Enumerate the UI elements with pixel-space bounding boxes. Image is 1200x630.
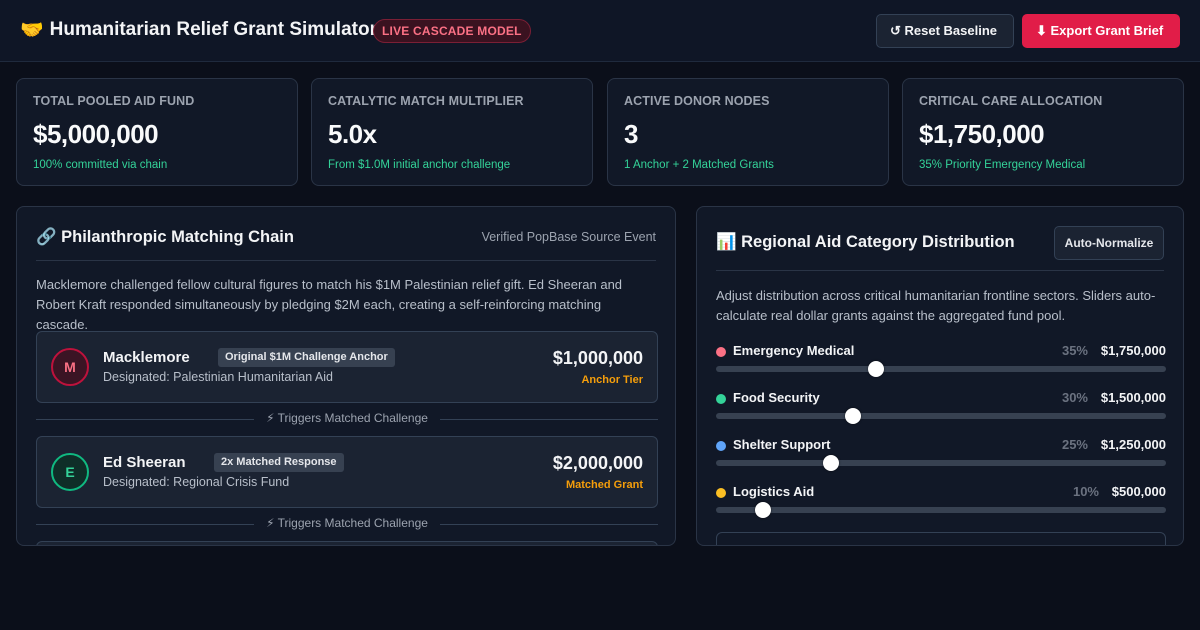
donor-designation: Designated: Palestinian Humanitarian Aid bbox=[103, 370, 333, 384]
avatar: E bbox=[51, 453, 89, 491]
handshake-icon: 🤝 bbox=[20, 20, 44, 41]
category-percent: 25% bbox=[1061, 437, 1088, 452]
panel-title: 🔗 Philanthropic Matching Chain bbox=[36, 228, 294, 246]
slider-track[interactable] bbox=[716, 460, 1166, 466]
category-name: Food Security bbox=[733, 390, 820, 405]
trigger-divider: ⚡ Triggers Matched Challenge bbox=[36, 516, 658, 532]
allocation-emergency-medical: Emergency Medical 35% $1,750,000 bbox=[716, 343, 1166, 383]
slider-thumb[interactable] bbox=[755, 502, 772, 518]
top-bar: 🤝 Humanitarian Relief Grant Simulator LI… bbox=[0, 0, 1200, 62]
allocation-summary-box bbox=[716, 532, 1166, 545]
donor-card-partial[interactable] bbox=[36, 541, 658, 545]
live-badge: LIVE CASCADE MODEL bbox=[373, 19, 531, 43]
slider-thumb[interactable] bbox=[822, 455, 839, 471]
stat-card-donor-nodes: Active Donor Nodes 3 1 Anchor + 2 Matche… bbox=[607, 78, 889, 186]
slider-thumb[interactable] bbox=[867, 361, 884, 377]
donor-card-macklemore[interactable]: M Macklemore Original $1M Challenge Anch… bbox=[36, 331, 658, 403]
export-grant-brief-button[interactable]: ⬇ Export Grant Brief bbox=[1022, 14, 1180, 48]
category-dot bbox=[716, 347, 726, 357]
donor-tier: Matched Grant bbox=[565, 479, 643, 491]
chain-description: Macklemore challenged fellow cultural fi… bbox=[36, 277, 623, 332]
stat-card-total-fund: Total Pooled Aid Fund $5,000,000 100% co… bbox=[16, 78, 298, 186]
divider-line bbox=[440, 419, 658, 420]
allocation-food-security: Food Security 30% $1,500,000 bbox=[716, 390, 1166, 430]
category-dot bbox=[716, 441, 726, 451]
category-amount: $1,250,000 bbox=[1100, 437, 1166, 452]
divider-line bbox=[440, 524, 658, 525]
stat-value: $5,000,000 bbox=[33, 119, 159, 149]
donor-card-ed-sheeran[interactable]: E Ed Sheeran 2x Matched Response Designa… bbox=[36, 436, 658, 508]
donor-amount: $2,000,000 bbox=[552, 453, 643, 473]
panel-header: 🔗 Philanthropic Matching Chain Verified … bbox=[36, 207, 656, 261]
stat-note: 35% Priority Emergency Medical bbox=[919, 159, 1086, 171]
stat-label: Active Donor Nodes bbox=[624, 94, 770, 108]
stat-value: $1,750,000 bbox=[919, 119, 1045, 149]
stat-card-match-multiplier: Catalytic Match Multiplier 5.0x From $1.… bbox=[311, 78, 593, 186]
allocation-logistics-aid: Logistics Aid 10% $500,000 bbox=[716, 484, 1166, 524]
donor-name: Ed Sheeran bbox=[103, 454, 186, 471]
category-name: Emergency Medical bbox=[733, 343, 855, 358]
slider-track[interactable] bbox=[716, 366, 1166, 372]
auto-normalize-button[interactable]: Auto-Normalize bbox=[1054, 226, 1164, 260]
source-event-label: Verified PopBase Source Event bbox=[481, 230, 656, 244]
stat-note: 1 Anchor + 2 Matched Grants bbox=[624, 159, 774, 171]
category-percent: 30% bbox=[1061, 390, 1088, 405]
panel-header: 📊 Regional Aid Category Distribution Aut… bbox=[716, 207, 1164, 271]
divider-line bbox=[36, 524, 254, 525]
avatar: M bbox=[51, 348, 89, 386]
category-name: Logistics Aid bbox=[733, 484, 815, 499]
app-title-text: Humanitarian Relief Grant Simulator bbox=[49, 19, 377, 40]
donor-tag: Original $1M Challenge Anchor bbox=[218, 348, 395, 367]
slider-thumb[interactable] bbox=[845, 408, 862, 424]
reset-baseline-button[interactable]: ↺ Reset Baseline bbox=[876, 14, 1014, 48]
donor-designation: Designated: Regional Crisis Fund bbox=[103, 475, 290, 489]
donor-amount: $1,000,000 bbox=[552, 348, 643, 368]
category-percent: 10% bbox=[1072, 484, 1099, 499]
distribution-panel: 📊 Regional Aid Category Distribution Aut… bbox=[696, 206, 1184, 546]
distribution-description: Adjust distribution across critical huma… bbox=[716, 288, 1156, 323]
slider-track[interactable] bbox=[716, 507, 1166, 513]
category-amount: $1,500,000 bbox=[1100, 390, 1166, 405]
matching-chain-panel: 🔗 Philanthropic Matching Chain Verified … bbox=[16, 206, 676, 546]
category-name: Shelter Support bbox=[733, 437, 831, 452]
slider-track[interactable] bbox=[716, 413, 1166, 419]
stat-note: From $1.0M initial anchor challenge bbox=[328, 159, 511, 171]
trigger-divider: ⚡ Triggers Matched Challenge bbox=[36, 411, 658, 427]
category-dot bbox=[716, 488, 726, 498]
stat-label: Critical Care Allocation bbox=[919, 94, 1103, 108]
donor-tier: Anchor Tier bbox=[581, 374, 643, 386]
trigger-label: ⚡ Triggers Matched Challenge bbox=[266, 411, 428, 425]
stat-value: 5.0x bbox=[328, 119, 377, 149]
stat-label: Catalytic Match Multiplier bbox=[328, 94, 524, 108]
category-amount: $500,000 bbox=[1111, 484, 1166, 499]
panel-title: 📊 Regional Aid Category Distribution bbox=[716, 233, 1015, 251]
app-title: 🤝 Humanitarian Relief Grant Simulator bbox=[20, 18, 377, 42]
category-dot bbox=[716, 394, 726, 404]
donor-tag: 2x Matched Response bbox=[214, 453, 344, 472]
stat-card-critical-care: Critical Care Allocation $1,750,000 35% … bbox=[902, 78, 1184, 186]
divider-line bbox=[36, 419, 254, 420]
category-amount: $1,750,000 bbox=[1100, 343, 1166, 358]
stat-value: 3 bbox=[624, 119, 638, 149]
stat-note: 100% committed via chain bbox=[33, 159, 168, 171]
allocation-shelter-support: Shelter Support 25% $1,250,000 bbox=[716, 437, 1166, 477]
trigger-label: ⚡ Triggers Matched Challenge bbox=[266, 516, 428, 530]
donor-name: Macklemore bbox=[103, 349, 190, 366]
category-percent: 35% bbox=[1061, 343, 1088, 358]
stat-label: Total Pooled Aid Fund bbox=[33, 94, 195, 108]
